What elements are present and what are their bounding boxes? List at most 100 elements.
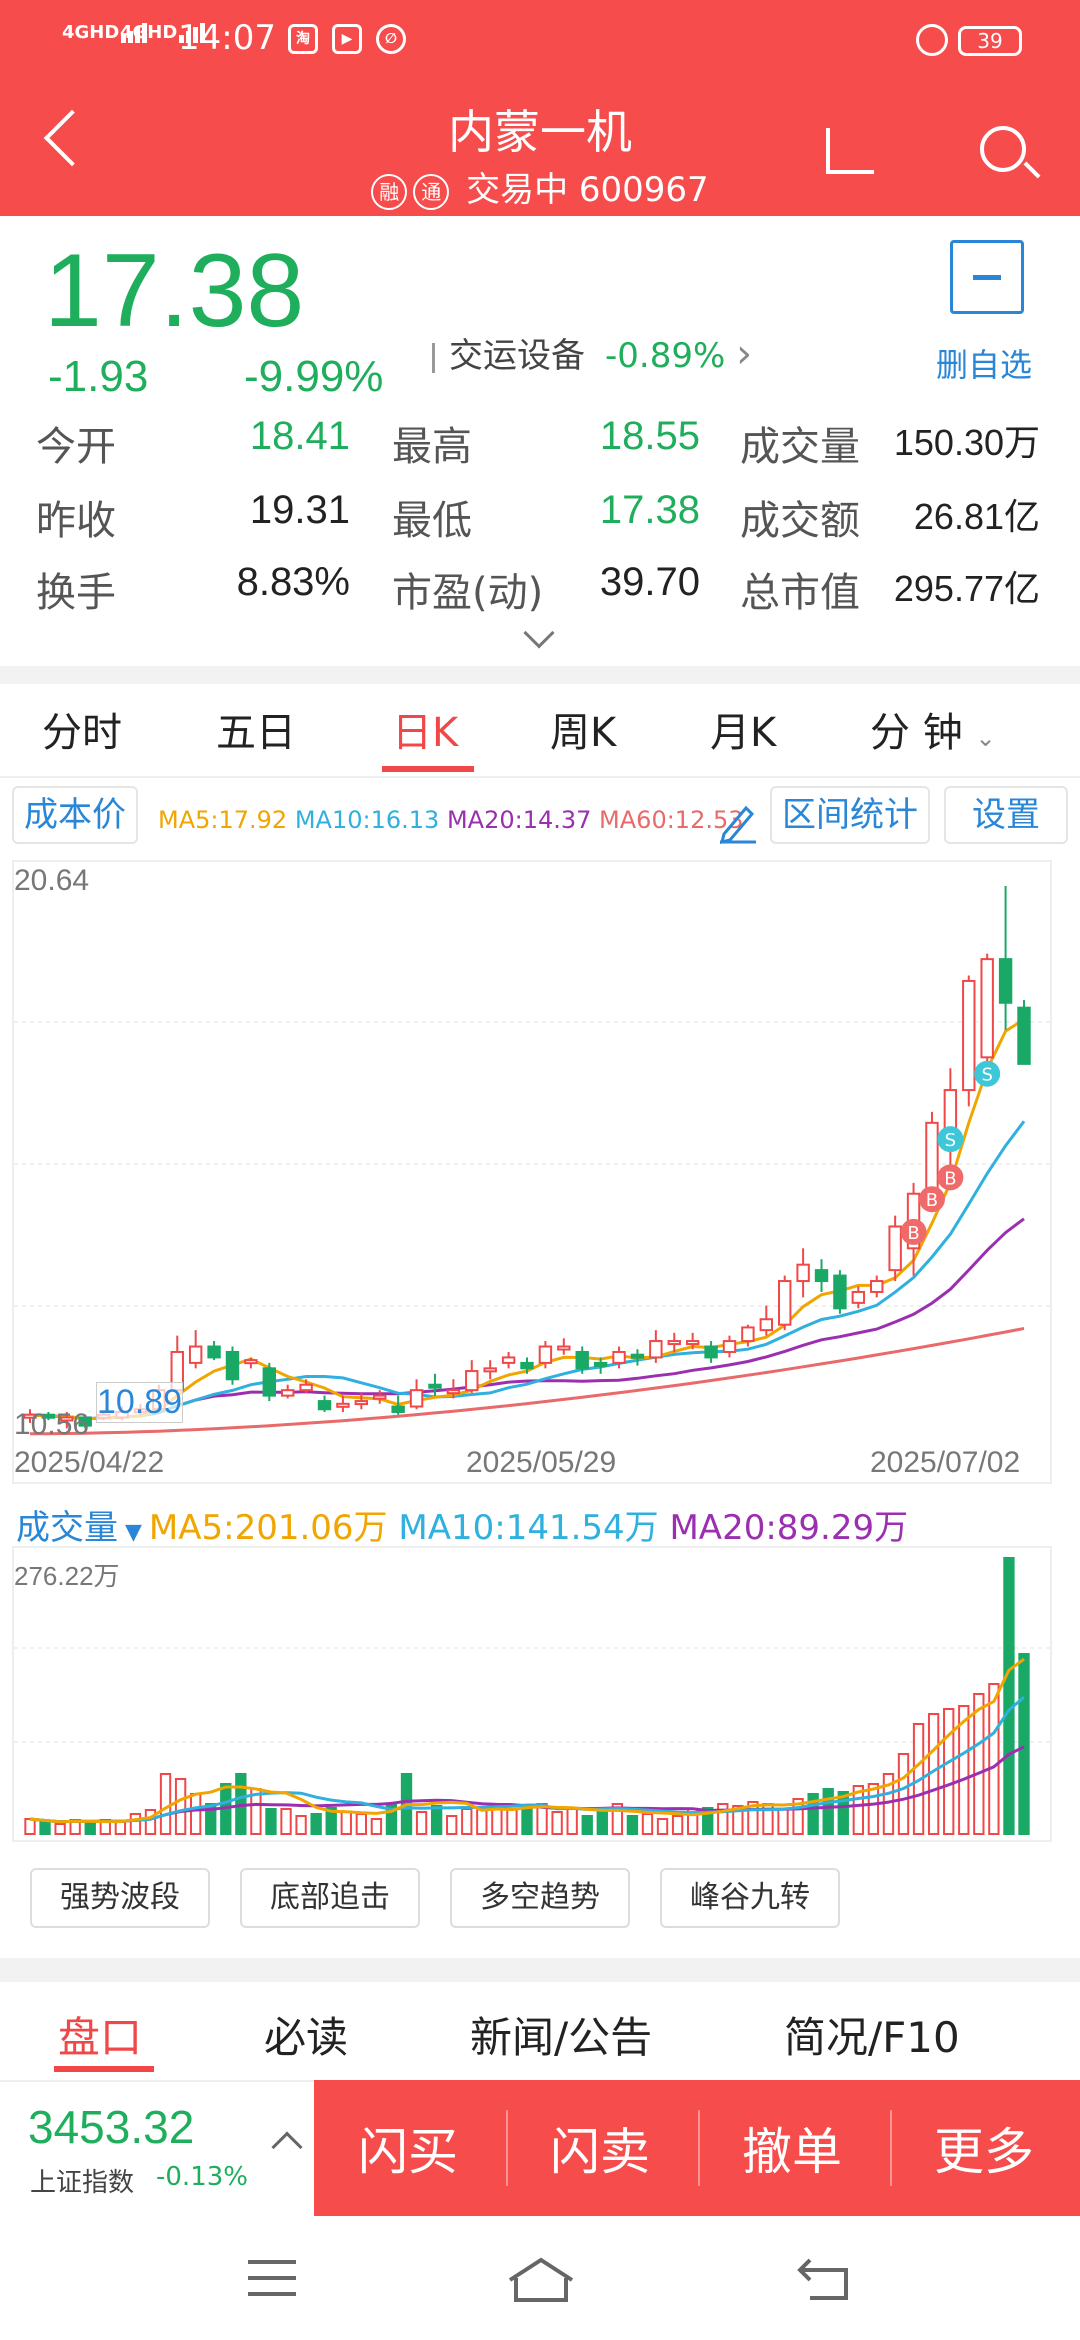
candle-body <box>796 1263 810 1283</box>
trading-status: 融通 交易中 600967 <box>0 162 1080 211</box>
volume-bar <box>39 1821 51 1835</box>
share-icon[interactable] <box>826 128 874 174</box>
trade-marker-label: B <box>907 1223 919 1244</box>
index-ticker[interactable] <box>0 2080 314 2216</box>
volume-bar <box>446 1815 458 1835</box>
volume-bar <box>641 1813 654 1835</box>
volume-bar <box>581 1815 593 1835</box>
separator <box>506 2110 508 2186</box>
volume-bar <box>943 1708 955 1835</box>
candle-body <box>704 1345 718 1359</box>
tab-weekly-k[interactable]: 周K <box>550 710 617 756</box>
volume-bar <box>702 1807 714 1835</box>
candle-body <box>759 1318 774 1332</box>
vol-ma5-line <box>29 1657 1025 1824</box>
candle-body <box>888 1225 902 1272</box>
candle-body <box>336 1402 350 1408</box>
quote-value: 8.83% <box>236 560 350 604</box>
candle-body <box>980 958 994 1059</box>
flash-sell-button[interactable]: 闪卖 <box>550 2123 650 2181</box>
range-stats-button[interactable]: 区间统计 <box>770 786 930 844</box>
ma-legend: MA5:17.92 MA10:16.13 MA20:14.37 MA60:12.… <box>158 806 744 834</box>
volume-bar <box>461 1808 473 1835</box>
volume-bar <box>747 1801 759 1835</box>
volume-chart[interactable] <box>14 1548 1050 1840</box>
volume-bar <box>129 1813 142 1835</box>
candle-body <box>612 1350 626 1364</box>
caret-down-icon[interactable]: ▼ <box>118 1520 149 1545</box>
chevron-right-icon: › <box>736 331 753 377</box>
volume-bar <box>265 1808 277 1835</box>
tab-profile[interactable]: 简况/F10 <box>784 2013 960 2062</box>
index-name: 上证指数 <box>30 2168 135 2198</box>
tab-monthly-k[interactable]: 月K <box>710 710 777 756</box>
price-change: -1.93 <box>48 352 149 401</box>
home-icon[interactable] <box>506 2256 576 2304</box>
volume-legend: 成交量 ▼ MA5:201.06万 MA10:141.54万 MA20:89.2… <box>16 1500 908 1549</box>
cost-price-button[interactable]: 成本价 <box>12 786 138 844</box>
chip-peak-valley[interactable]: 峰谷九转 <box>660 1868 840 1928</box>
menu-icon[interactable] <box>246 2256 298 2300</box>
back-nav-icon[interactable] <box>796 2256 852 2300</box>
remove-watchlist-label[interactable]: 删自选 <box>936 346 1033 384</box>
cancel-order-button[interactable]: 撤单 <box>742 2123 842 2181</box>
draw-pencil-icon[interactable] <box>718 800 758 844</box>
volume-label[interactable]: 成交量 <box>16 1508 118 1548</box>
volume-bar <box>958 1705 970 1835</box>
volume-bar <box>837 1791 849 1835</box>
settings-button[interactable]: 设置 <box>944 786 1068 844</box>
volume-bar <box>988 1683 1000 1835</box>
candle-body <box>557 1345 571 1351</box>
volume-bar <box>174 1778 187 1835</box>
chip-bottom-chase[interactable]: 底部追击 <box>240 1868 420 1928</box>
quote-value: 39.70 <box>599 560 700 604</box>
flash-buy-button[interactable]: 闪买 <box>358 2123 458 2181</box>
candle-body <box>814 1269 829 1283</box>
x-label-start: 2025/04/22 <box>14 1446 165 1479</box>
volume-bar <box>732 1805 744 1835</box>
volume-bar <box>822 1788 834 1835</box>
volume-bar <box>611 1803 624 1835</box>
candle-body <box>851 1290 866 1304</box>
tab-news[interactable]: 新闻/公告 <box>470 2013 653 2062</box>
status-text: 交易中 600967 <box>466 170 709 210</box>
tab-five-day[interactable]: 五日 <box>216 710 296 756</box>
divider <box>0 666 1080 684</box>
candle-body <box>925 1121 939 1195</box>
tab-intraday[interactable]: 分时 <box>42 710 122 756</box>
chip-strong-band[interactable]: 强势波段 <box>30 1868 210 1928</box>
quote-value: 18.41 <box>249 414 350 458</box>
quote-label: 成交量 <box>740 424 860 470</box>
volume-bar <box>551 1811 563 1835</box>
chip-long-short[interactable]: 多空趋势 <box>450 1868 630 1928</box>
sector-link[interactable]: 交运设备 -0.89% › <box>432 328 752 377</box>
signal-icon-2: 4GHD <box>120 22 207 43</box>
candle-body <box>777 1280 792 1326</box>
quote-value: 26.81亿 <box>913 496 1040 537</box>
tab-order-book[interactable]: 盘口 <box>58 2013 143 2062</box>
trade-marker-label: B <box>926 1190 938 1211</box>
candle-body <box>354 1400 369 1406</box>
candle-body <box>78 1416 92 1427</box>
volume-bar <box>144 1809 157 1835</box>
tab-daily-k[interactable]: 日K <box>392 710 459 756</box>
volume-bar <box>1003 1557 1015 1835</box>
tab-minute[interactable]: 分 钟 ⌄ <box>870 700 996 758</box>
chevron-down-icon[interactable] <box>523 617 555 649</box>
remove-watchlist-button[interactable] <box>950 240 1024 314</box>
candle-body <box>465 1370 479 1392</box>
tab-must-read[interactable]: 必读 <box>264 2013 349 2062</box>
quote-label: 换手 <box>36 570 116 616</box>
candle-body <box>722 1340 737 1353</box>
volume-bar <box>370 1818 383 1835</box>
x-label-end: 2025/07/02 <box>870 1446 1021 1479</box>
volume-bar <box>717 1803 729 1835</box>
price-change-pct: -9.99% <box>244 352 384 401</box>
volume-bar <box>205 1803 217 1835</box>
clock: 14:07 <box>178 18 276 58</box>
more-button[interactable]: 更多 <box>934 2123 1034 2181</box>
candle-body <box>446 1389 461 1395</box>
search-icon[interactable] <box>980 126 1026 172</box>
last-price: 17.38 <box>44 233 305 349</box>
